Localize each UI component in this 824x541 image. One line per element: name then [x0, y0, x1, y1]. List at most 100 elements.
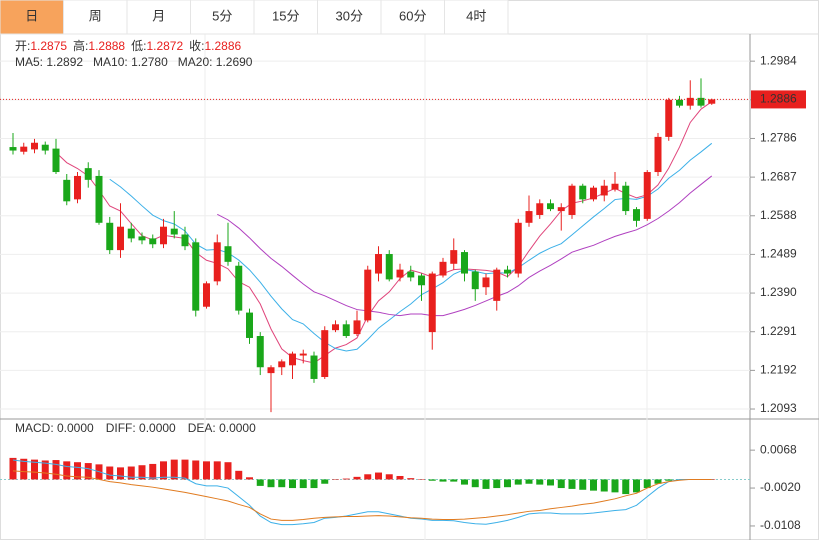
tab-label[interactable]: 30分: [336, 8, 363, 23]
y-tick-label: -0.0108: [760, 518, 801, 532]
macd-bar: [665, 479, 673, 481]
tab-label[interactable]: 周: [89, 8, 102, 23]
macd-bar: [611, 479, 619, 493]
y-tick-label: -0.0020: [760, 480, 801, 494]
candle-body: [246, 312, 253, 338]
macd-bar: [170, 459, 178, 480]
macd-bar: [514, 479, 522, 485]
tab-label[interactable]: 日: [25, 8, 38, 23]
candle-body: [525, 211, 533, 223]
macd-bar: [622, 479, 630, 495]
macd-bar: [192, 460, 200, 480]
candle-body: [31, 142, 38, 150]
macd-bar: [547, 479, 554, 486]
candle-body: [117, 226, 124, 251]
macd-bar: [643, 479, 651, 489]
candle-body: [579, 185, 587, 200]
tab[interactable]: [380, 0, 445, 35]
tab-label[interactable]: 60分: [399, 8, 426, 23]
macd-bar: [600, 479, 608, 492]
y-tick-label: 1.2390: [760, 285, 797, 299]
candle-body: [364, 269, 372, 321]
macd-bar: [117, 467, 124, 480]
candle-body: [697, 97, 705, 106]
macd-bar: [9, 457, 17, 480]
macd-bar: [106, 466, 114, 480]
macd-legend: DIFF: 0.0000: [106, 421, 176, 435]
candle-body: [600, 185, 608, 196]
candle-body: [289, 353, 296, 366]
tab-label[interactable]: 月: [152, 8, 165, 23]
candle-body: [95, 175, 103, 223]
macd-bar: [31, 459, 38, 480]
tab-label[interactable]: 4时: [466, 8, 486, 23]
candle-body: [547, 203, 554, 210]
candle-body: [310, 355, 318, 379]
macd-bar: [127, 466, 135, 480]
candle-body: [181, 234, 189, 247]
candle-body: [633, 209, 640, 221]
tab[interactable]: [317, 0, 382, 35]
macd-bar: [450, 479, 458, 482]
macd-legend: MACD: 0.0000: [15, 421, 94, 435]
ma-legend: MA20: 1.2690: [178, 55, 253, 69]
macd-legend: DEA: 0.0000: [188, 421, 256, 435]
candle-body: [106, 222, 114, 251]
candle-body: [63, 179, 71, 202]
candle-body: [654, 136, 662, 173]
ma-legend: MA5: 1.2892: [15, 55, 83, 69]
macd-bar: [590, 479, 597, 491]
ma-legend: MA10: 1.2780: [93, 55, 168, 69]
macd-bar: [461, 479, 468, 485]
tab[interactable]: [190, 0, 255, 35]
macd-bar: [321, 479, 329, 484]
ohlc-label: 开:: [15, 39, 30, 53]
tab[interactable]: [0, 0, 64, 35]
candle-body: [332, 324, 339, 331]
candle-body: [686, 97, 694, 106]
macd-bar: [525, 479, 533, 484]
macd-bar: [557, 479, 565, 489]
macd-bar: [299, 479, 307, 489]
candle-body: [203, 283, 210, 307]
macd-bar: [633, 479, 640, 493]
y-tick-label: 1.2489: [760, 247, 797, 261]
tab[interactable]: [444, 0, 509, 35]
tab[interactable]: [63, 0, 128, 35]
candle-body: [267, 367, 275, 374]
macd-bar: [396, 475, 404, 480]
tab[interactable]: [126, 0, 191, 35]
candle-body: [74, 175, 81, 200]
macd-bar: [493, 479, 501, 489]
macd-bar: [428, 479, 436, 481]
macd-bar: [267, 479, 275, 488]
macd-bar: [364, 474, 372, 480]
candle-body: [321, 330, 329, 378]
candle-body: [375, 254, 382, 274]
candle-body: [213, 242, 221, 282]
last-price-tag: [751, 90, 806, 109]
tab[interactable]: [253, 0, 318, 35]
macd-bar: [74, 462, 81, 480]
macd-bar: [224, 462, 232, 480]
macd-bar: [353, 476, 361, 480]
macd-bar: [654, 479, 662, 484]
candle-body: [224, 246, 232, 262]
tab-label[interactable]: 5分: [212, 8, 232, 23]
macd-bar: [482, 479, 490, 489]
ohlc-label: 低:: [131, 39, 146, 53]
macd-bar: [332, 479, 339, 480]
y-tick-label: 1.2291: [760, 324, 797, 338]
candle-body: [149, 238, 157, 245]
y-tick-label: 0.0068: [760, 442, 797, 456]
macd-bar: [407, 478, 415, 480]
candle-body: [407, 271, 415, 278]
tab-label[interactable]: 15分: [272, 8, 299, 23]
macd-bar: [439, 479, 447, 482]
candle-body: [611, 183, 619, 190]
macd-bar: [52, 460, 60, 480]
macd-bar: [20, 458, 28, 480]
macd-bar: [181, 459, 189, 480]
candle-body: [590, 187, 597, 200]
